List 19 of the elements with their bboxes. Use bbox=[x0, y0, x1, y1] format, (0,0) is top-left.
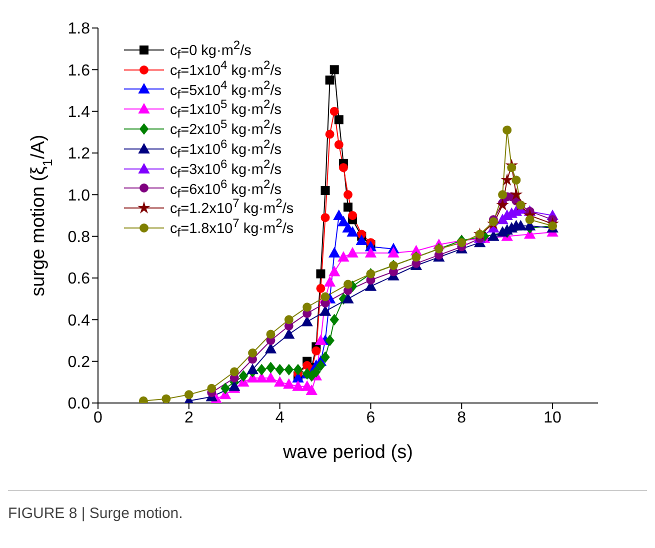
y-tick-label: 0.2 bbox=[68, 354, 90, 372]
y-tick-label: 1.0 bbox=[68, 187, 90, 204]
x-tick-label: 0 bbox=[94, 409, 103, 426]
x-tick-label: 2 bbox=[184, 409, 194, 426]
y-tick-label: 1.8 bbox=[68, 20, 90, 38]
x-tick-label: 10 bbox=[544, 409, 562, 426]
y-tick-label: 0.4 bbox=[68, 312, 90, 330]
y-tick-label: 0.8 bbox=[68, 229, 90, 246]
x-tick-label: 6 bbox=[366, 409, 376, 426]
y-tick-label: 1.6 bbox=[68, 62, 90, 80]
caption: FIGURE 8 | Surge motion. bbox=[8, 505, 184, 522]
x-tick-label: 8 bbox=[457, 409, 466, 426]
y-tick-label: 0.0 bbox=[68, 396, 90, 413]
legend-label: c$_{f}$=1.8x10$^{7}$ kg·m$^{2}$/s bbox=[170, 216, 294, 240]
x-tick-label: 4 bbox=[275, 409, 284, 426]
y-tick-label: 0.6 bbox=[68, 270, 90, 288]
y-tick-label: 1.2 bbox=[68, 146, 90, 163]
y-tick-label: 1.4 bbox=[68, 104, 90, 122]
x-axis-title: wave period (s) bbox=[282, 442, 413, 463]
